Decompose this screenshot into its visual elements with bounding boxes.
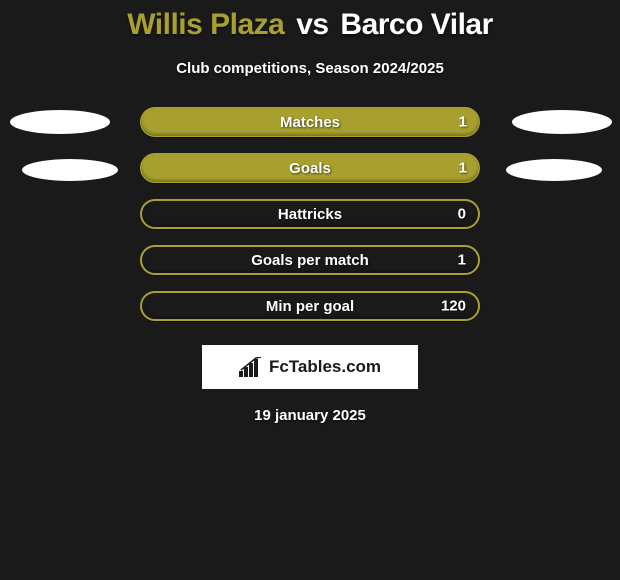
stat-label: Goals xyxy=(289,160,331,177)
brand-badge[interactable]: FcTables.com xyxy=(202,345,418,389)
decorative-ellipse xyxy=(512,110,612,134)
stat-label: Hattricks xyxy=(278,206,342,223)
stat-value: 0 xyxy=(458,206,466,223)
stat-value: 1 xyxy=(459,114,467,131)
comparison-card: Willis Plaza vs Barco Vilar Club competi… xyxy=(0,0,620,424)
stat-row: Min per goal 120 xyxy=(140,291,480,321)
stat-row: Goals 1 xyxy=(140,153,480,183)
stat-label: Min per goal xyxy=(266,298,354,315)
stat-row: Matches 1 xyxy=(140,107,480,137)
stat-label: Goals per match xyxy=(251,252,369,269)
vs-separator: vs xyxy=(296,8,328,41)
player2-name: Barco Vilar xyxy=(340,8,492,41)
stat-value: 120 xyxy=(441,298,466,315)
bar-chart-icon xyxy=(239,357,263,377)
stat-value: 1 xyxy=(459,160,467,177)
stat-value: 1 xyxy=(458,252,466,269)
stat-row: Goals per match 1 xyxy=(140,245,480,275)
stats-area: Matches 1 Goals 1 Hattricks 0 Goals per match 1… xyxy=(0,107,620,337)
page-title: Willis Plaza vs Barco Vilar xyxy=(127,8,493,42)
stat-row: Hattricks 0 xyxy=(140,199,480,229)
decorative-ellipse xyxy=(22,159,118,181)
player1-name: Willis Plaza xyxy=(127,8,284,41)
date-text: 19 january 2025 xyxy=(254,407,366,424)
decorative-ellipse xyxy=(10,110,110,134)
brand-text: FcTables.com xyxy=(269,357,381,377)
stat-label: Matches xyxy=(280,114,340,131)
subtitle: Club competitions, Season 2024/2025 xyxy=(176,60,444,77)
decorative-ellipse xyxy=(506,159,602,181)
